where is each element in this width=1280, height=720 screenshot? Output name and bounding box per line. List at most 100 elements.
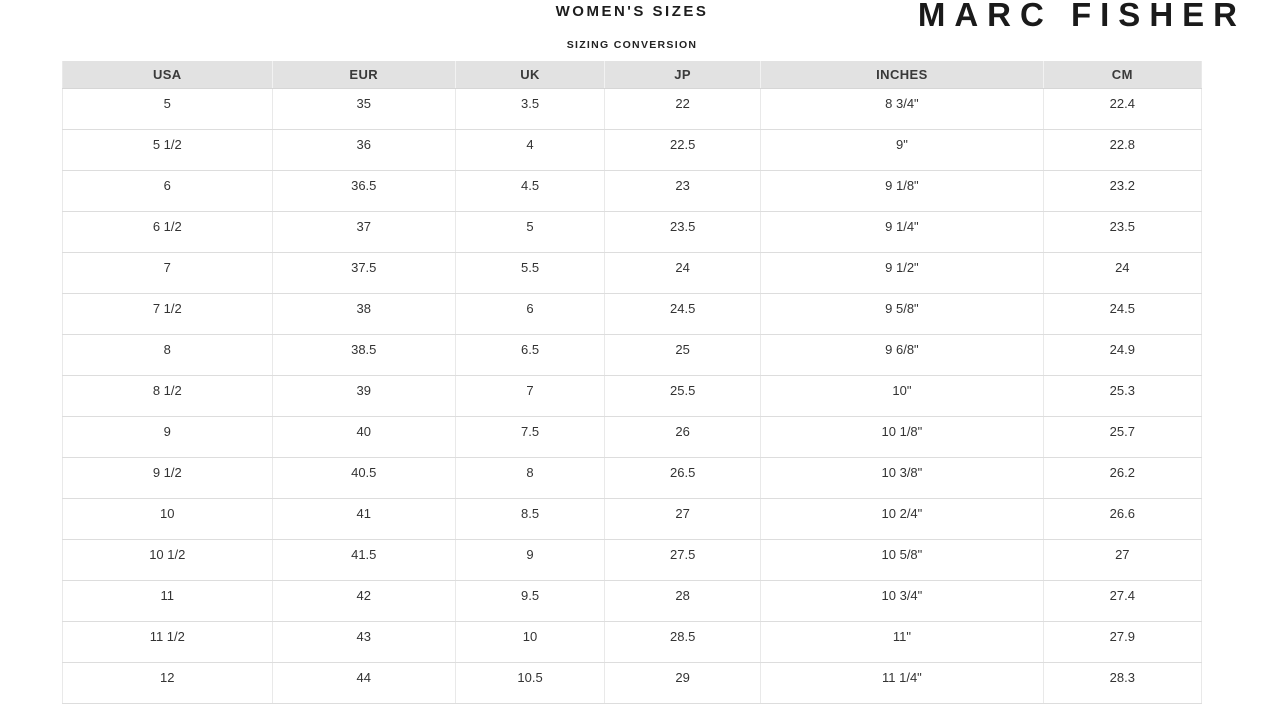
column-header-cm: CM bbox=[1042, 61, 1202, 89]
page-subtitle: SIZING CONVERSION bbox=[566, 39, 698, 51]
table-cell: 36.5 bbox=[271, 170, 456, 212]
table-cell: 26.2 bbox=[1042, 457, 1202, 499]
table-cell: 24.5 bbox=[1042, 293, 1202, 335]
sizing-conversion-table: USA EUR UK JP INCHES CM 5 35 3.5 22 8 3/4" 22.4 5 1… bbox=[62, 61, 1202, 704]
table-cell: 8 1/2 bbox=[62, 375, 273, 417]
table-row: 5 35 3.5 22 8 3/4" 22.4 bbox=[62, 88, 1202, 130]
table-cell: 26.5 bbox=[604, 457, 761, 499]
table-cell: 7.5 bbox=[454, 416, 605, 458]
table-cell: 23.5 bbox=[1042, 211, 1202, 253]
table-cell: 35 bbox=[271, 88, 456, 130]
table-cell: 43 bbox=[271, 621, 456, 663]
table-cell: 10 1/2 bbox=[62, 539, 273, 581]
table-cell: 22.8 bbox=[1042, 129, 1202, 171]
table-cell: 7 bbox=[62, 252, 273, 294]
column-header-uk: UK bbox=[454, 61, 605, 89]
table-row: 11 42 9.5 28 10 3/4" 27.4 bbox=[62, 580, 1202, 622]
column-header-jp: JP bbox=[604, 61, 761, 89]
table-cell: 26.6 bbox=[1042, 498, 1202, 540]
table-cell: 9 6/8" bbox=[760, 334, 1044, 376]
table-cell: 26 bbox=[604, 416, 761, 458]
table-cell: 24.5 bbox=[604, 293, 761, 335]
brand-logo: MARC FISHER bbox=[917, 0, 1246, 33]
table-cell: 25.7 bbox=[1042, 416, 1202, 458]
table-row: 11 1/2 43 10 28.5 11" 27.9 bbox=[62, 621, 1202, 663]
table-cell: 10 1/8" bbox=[760, 416, 1044, 458]
column-header-eur: EUR bbox=[271, 61, 456, 89]
table-cell: 9 1/2" bbox=[760, 252, 1044, 294]
page-title: WOMEN'S SIZES bbox=[555, 3, 709, 20]
table-cell: 24.9 bbox=[1042, 334, 1202, 376]
table-cell: 27.4 bbox=[1042, 580, 1202, 622]
table-row: 5 1/2 36 4 22.5 9" 22.8 bbox=[62, 129, 1202, 171]
table-cell: 8 bbox=[454, 457, 605, 499]
column-header-inches: INCHES bbox=[760, 61, 1044, 89]
table-cell: 27.5 bbox=[604, 539, 761, 581]
table-cell: 23.2 bbox=[1042, 170, 1202, 212]
table-cell: 37 bbox=[271, 211, 456, 253]
table-cell: 9 5/8" bbox=[760, 293, 1044, 335]
table-cell: 36 bbox=[271, 129, 456, 171]
table-cell: 28.5 bbox=[604, 621, 761, 663]
table-cell: 28 bbox=[604, 580, 761, 622]
table-cell: 25.5 bbox=[604, 375, 761, 417]
table-cell: 10 5/8" bbox=[760, 539, 1044, 581]
table-cell: 44 bbox=[271, 662, 456, 704]
table-cell: 24 bbox=[1042, 252, 1202, 294]
table-cell: 38.5 bbox=[271, 334, 456, 376]
table-cell: 37.5 bbox=[271, 252, 456, 294]
table-cell: 23.5 bbox=[604, 211, 761, 253]
table-row: 9 1/2 40.5 8 26.5 10 3/8" 26.2 bbox=[62, 457, 1202, 499]
table-cell: 22.5 bbox=[604, 129, 761, 171]
table-cell: 4 bbox=[454, 129, 605, 171]
table-cell: 9 1/8" bbox=[760, 170, 1044, 212]
table-cell: 10 3/4" bbox=[760, 580, 1044, 622]
table-cell: 7 bbox=[454, 375, 605, 417]
table-body: 5 35 3.5 22 8 3/4" 22.4 5 1/2 36 4 22.5 9" 22.8 6 36.… bbox=[62, 88, 1202, 704]
table-cell: 40 bbox=[271, 416, 456, 458]
table-cell: 9.5 bbox=[454, 580, 605, 622]
table-cell: 27 bbox=[1042, 539, 1202, 581]
table-cell: 22 bbox=[604, 88, 761, 130]
table-cell: 8 3/4" bbox=[760, 88, 1044, 130]
table-cell: 25.3 bbox=[1042, 375, 1202, 417]
table-row: 7 37.5 5.5 24 9 1/2" 24 bbox=[62, 252, 1202, 294]
table-cell: 27.9 bbox=[1042, 621, 1202, 663]
table-cell: 25 bbox=[604, 334, 761, 376]
table-row: 7 1/2 38 6 24.5 9 5/8" 24.5 bbox=[62, 293, 1202, 335]
table-cell: 5 1/2 bbox=[62, 129, 273, 171]
table-cell: 12 bbox=[62, 662, 273, 704]
table-row: 6 1/2 37 5 23.5 9 1/4" 23.5 bbox=[62, 211, 1202, 253]
table-cell: 24 bbox=[604, 252, 761, 294]
table-cell: 10 3/8" bbox=[760, 457, 1044, 499]
table-cell: 23 bbox=[604, 170, 761, 212]
table-cell: 6.5 bbox=[454, 334, 605, 376]
table-header-row: USA EUR UK JP INCHES CM bbox=[62, 61, 1202, 89]
table-cell: 41 bbox=[271, 498, 456, 540]
table-cell: 39 bbox=[271, 375, 456, 417]
table-cell: 6 bbox=[62, 170, 273, 212]
table-row: 10 1/2 41.5 9 27.5 10 5/8" 27 bbox=[62, 539, 1202, 581]
table-row: 8 1/2 39 7 25.5 10" 25.3 bbox=[62, 375, 1202, 417]
table-cell: 41.5 bbox=[271, 539, 456, 581]
table-cell: 42 bbox=[271, 580, 456, 622]
table-cell: 9 1/4" bbox=[760, 211, 1044, 253]
table-cell: 9" bbox=[760, 129, 1044, 171]
table-cell: 5.5 bbox=[454, 252, 605, 294]
table-cell: 10 2/4" bbox=[760, 498, 1044, 540]
table-row: 9 40 7.5 26 10 1/8" 25.7 bbox=[62, 416, 1202, 458]
table-cell: 9 1/2 bbox=[62, 457, 273, 499]
table-cell: 28.3 bbox=[1042, 662, 1202, 704]
table-cell: 6 bbox=[454, 293, 605, 335]
table-cell: 22.4 bbox=[1042, 88, 1202, 130]
table-cell: 11 1/2 bbox=[62, 621, 273, 663]
table-cell: 10 bbox=[454, 621, 605, 663]
table-cell: 5 bbox=[62, 88, 273, 130]
table-cell: 38 bbox=[271, 293, 456, 335]
table-cell: 7 1/2 bbox=[62, 293, 273, 335]
table-cell: 8 bbox=[62, 334, 273, 376]
table-cell: 4.5 bbox=[454, 170, 605, 212]
table-cell: 10" bbox=[760, 375, 1044, 417]
table-cell: 10.5 bbox=[454, 662, 605, 704]
